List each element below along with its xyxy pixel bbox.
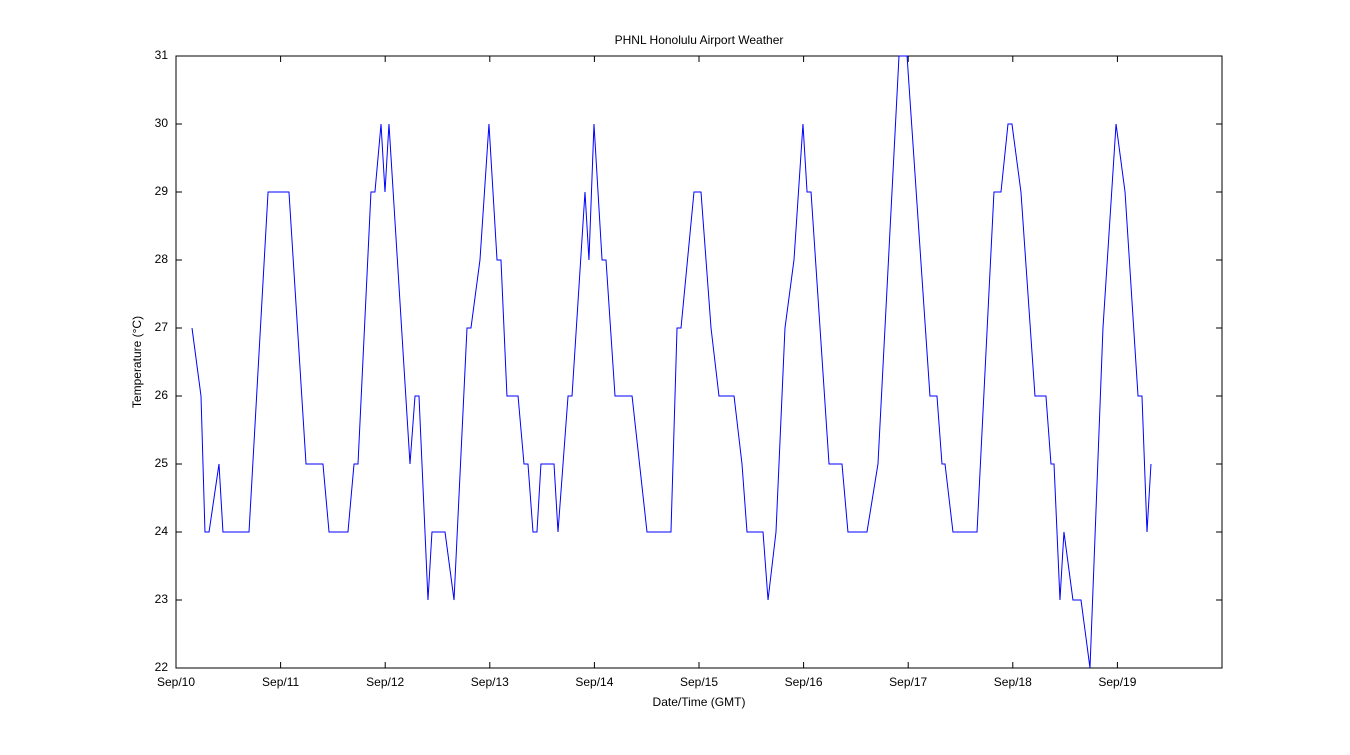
x-tick-label: Sep/18	[994, 675, 1032, 689]
x-tick-label: Sep/13	[471, 675, 509, 689]
x-axis-label: Date/Time (GMT)	[653, 695, 746, 709]
x-tick-label: Sep/15	[680, 675, 718, 689]
y-tick-label: 28	[155, 252, 169, 266]
x-tick-label: Sep/10	[157, 675, 195, 689]
x-tick-label: Sep/14	[575, 675, 613, 689]
plot-area	[175, 55, 1223, 669]
x-tick-label: Sep/19	[1098, 675, 1136, 689]
x-tick-label: Sep/12	[366, 675, 404, 689]
x-tick-label: Sep/11	[262, 675, 299, 689]
y-tick-label: 30	[155, 116, 169, 130]
x-tick-label: Sep/17	[889, 675, 927, 689]
y-axis-label: Temperature (°C)	[130, 316, 144, 408]
y-tick-label: 29	[155, 184, 169, 198]
y-tick-label: 26	[155, 388, 169, 402]
y-tick-label: 27	[155, 320, 169, 334]
y-tick-label: 23	[155, 592, 169, 606]
data-line	[191, 55, 1152, 669]
y-tick-label: 31	[155, 48, 169, 62]
x-tick-label: Sep/16	[785, 675, 823, 689]
y-tick-label: 22	[155, 660, 169, 674]
y-tick-label: 25	[155, 456, 169, 470]
chart-title: PHNL Honolulu Airport Weather	[615, 33, 784, 47]
y-tick-label: 24	[155, 524, 169, 538]
